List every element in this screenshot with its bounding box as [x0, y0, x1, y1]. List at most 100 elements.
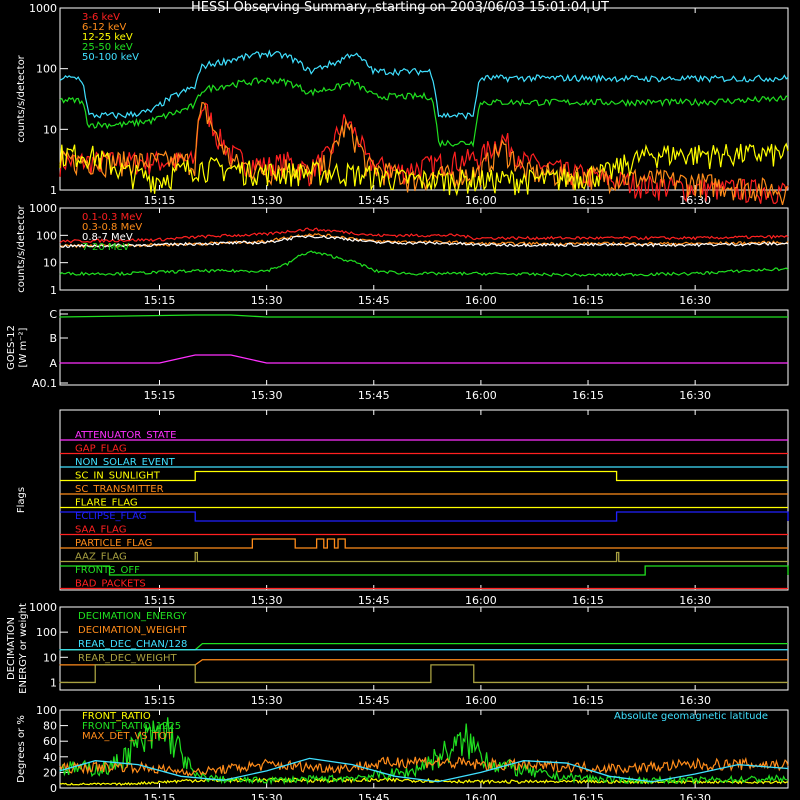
goes-ylabel: GOES-12	[6, 325, 17, 370]
hi_energy-ytick-label: 100	[36, 229, 57, 242]
flag-label: GAP_FLAG	[75, 444, 127, 455]
flags-xtick-label: 15:15	[144, 594, 176, 607]
lo_energy-ylabel: counts/s/detector	[16, 54, 27, 142]
series-0-8-7-mev	[59, 235, 789, 248]
goes-ytick-label: B	[49, 332, 57, 345]
hi_energy-xtick-label: 15:15	[144, 294, 176, 307]
hi_energy-ytick-label: 1000	[29, 202, 57, 215]
legend-entry: 25-50 keV	[82, 42, 133, 53]
decimation-ytick-label: 10	[43, 651, 57, 664]
flag-label: BAD_PACKETS	[75, 579, 146, 590]
ratio-ytick-label: 100	[36, 704, 57, 717]
legend-entry: MAX_DET_VS_TOT	[82, 731, 174, 742]
hi_energy-xtick-label: 16:00	[465, 294, 497, 307]
legend-entry: FRONT_RATIO_1225	[82, 721, 181, 732]
legend-entry: 7-20 MeV	[82, 242, 130, 253]
flag-label: ATTENUATOR_STATE	[75, 430, 176, 441]
flag-line	[60, 511, 789, 522]
decimation-ytick-label: 1	[50, 676, 57, 689]
flag-label: SAA_FLAG	[75, 525, 126, 536]
flags-xtick-label: 16:30	[679, 594, 711, 607]
goes-ylabel: [W m⁻²]	[18, 327, 29, 367]
lo_energy-xtick-label: 16:15	[572, 194, 604, 207]
ratio-ytick-label: 20	[43, 766, 57, 779]
goes-series	[59, 314, 788, 318]
lo_energy-ytick-label: 1000	[29, 2, 57, 15]
decimation-ylabel: ENERGY or weight	[18, 603, 29, 694]
lo_energy-xtick-label: 15:45	[358, 194, 390, 207]
flag-line	[60, 551, 788, 563]
flags-xtick-label: 16:00	[465, 594, 497, 607]
legend-entry: REAR_DEC_CHAN/128	[78, 639, 187, 650]
lo_energy-xtick-label: 15:15	[144, 194, 176, 207]
legend-entry: 50-100 keV	[82, 52, 139, 63]
ratio-xtick-label: 15:45	[358, 792, 390, 800]
hi_energy-ytick-label: 1	[50, 284, 57, 297]
legend-entry: 0.3-0.8 MeV	[82, 222, 142, 233]
legend-entry: 12-25 keV	[82, 32, 133, 43]
ratio-frame	[59, 709, 789, 789]
flag-label: FLARE_FLAG	[75, 498, 138, 509]
flags-xtick-label: 15:45	[358, 594, 390, 607]
series-0-1-0-3-mev	[59, 227, 789, 244]
hi_energy-xtick-label: 16:30	[679, 294, 711, 307]
flag-label: ECLIPSE_FLAG	[75, 511, 146, 522]
ratio-ytick-label: 60	[43, 735, 57, 748]
hi_energy-ylabel: counts/s/detector	[16, 204, 27, 292]
goes-xtick-label: 15:45	[358, 389, 390, 402]
ratio-ytick-label: 80	[43, 720, 57, 733]
ratio-xtick-label: 15:30	[251, 792, 283, 800]
decimation-ytick-label: 1000	[29, 601, 57, 614]
goes-xtick-label: 15:15	[144, 389, 176, 402]
goes-xtick-label: 16:00	[465, 389, 497, 402]
flags-ylabel: Flags	[16, 487, 27, 513]
lo_energy-xtick-label: 15:30	[251, 194, 283, 207]
lo_energy-ytick-label: 10	[43, 123, 57, 136]
series-rear-dec-weight	[59, 664, 788, 684]
flag-label: NON_SOLAR_EVENT	[75, 457, 176, 468]
flag-label: PARTICLE_FLAG	[75, 538, 152, 549]
decimation-ytick-label: 100	[36, 626, 57, 639]
flag-line	[60, 470, 788, 482]
flag-label: FRONTS_OFF	[75, 565, 140, 576]
series-12-25-kev	[59, 142, 789, 197]
lo_energy-ytick-label: 100	[36, 63, 57, 76]
legend-entry: 0.1-0.3 MeV	[82, 212, 142, 223]
decimation-xtick-label: 15:30	[251, 694, 283, 707]
series-max-det-vs-tot	[59, 756, 789, 778]
goes-ytick-label: A0.1	[32, 377, 57, 390]
ratio-ytick-label: 0	[50, 782, 57, 795]
flag-label: SC_IN_SUNLIGHT	[75, 471, 161, 482]
legend-entry: DECIMATION_WEIGHT	[78, 625, 187, 636]
decimation-xtick-label: 16:00	[465, 694, 497, 707]
ratio-ytick-label: 40	[43, 751, 57, 764]
flags-frame	[59, 409, 789, 591]
lo_energy-frame	[59, 7, 789, 191]
lo_energy-xtick-label: 16:00	[465, 194, 497, 207]
legend-entry: 3-6 keV	[82, 12, 120, 23]
hi_energy-frame	[59, 207, 789, 291]
legend-entry: DECIMATION_ENERGY	[78, 611, 187, 622]
legend-entry: REAR_DEC_WEIGHT	[78, 653, 177, 664]
series-front-ratio	[59, 777, 789, 786]
goes-frame	[59, 309, 789, 386]
ratio-xtick-label: 16:15	[572, 792, 604, 800]
flag-label: SC_TRANSMITTER	[75, 484, 164, 495]
legend-entry: 6-12 keV	[82, 22, 126, 33]
ratio-xtick-label: 15:15	[144, 792, 176, 800]
flag-line	[60, 538, 788, 549]
ratio-ylabel: Degrees or %	[16, 715, 27, 783]
hi_energy-xtick-label: 15:45	[358, 294, 390, 307]
goes-ytick-label: A	[49, 357, 57, 370]
hi_energy-xtick-label: 16:15	[572, 294, 604, 307]
series-6-12-kev	[59, 101, 789, 206]
annotation: Absolute geomagnetic latitude	[614, 711, 768, 722]
hi_energy-ytick-label: 10	[43, 257, 57, 270]
flag-line	[60, 565, 789, 576]
flag-label: AAZ_FLAG	[75, 552, 127, 563]
goes-xtick-label: 16:15	[572, 389, 604, 402]
flags-xtick-label: 15:30	[251, 594, 283, 607]
series-7-20-mev	[59, 250, 789, 278]
decimation-frame	[59, 606, 789, 691]
lo_energy-xtick-label: 16:30	[679, 194, 711, 207]
